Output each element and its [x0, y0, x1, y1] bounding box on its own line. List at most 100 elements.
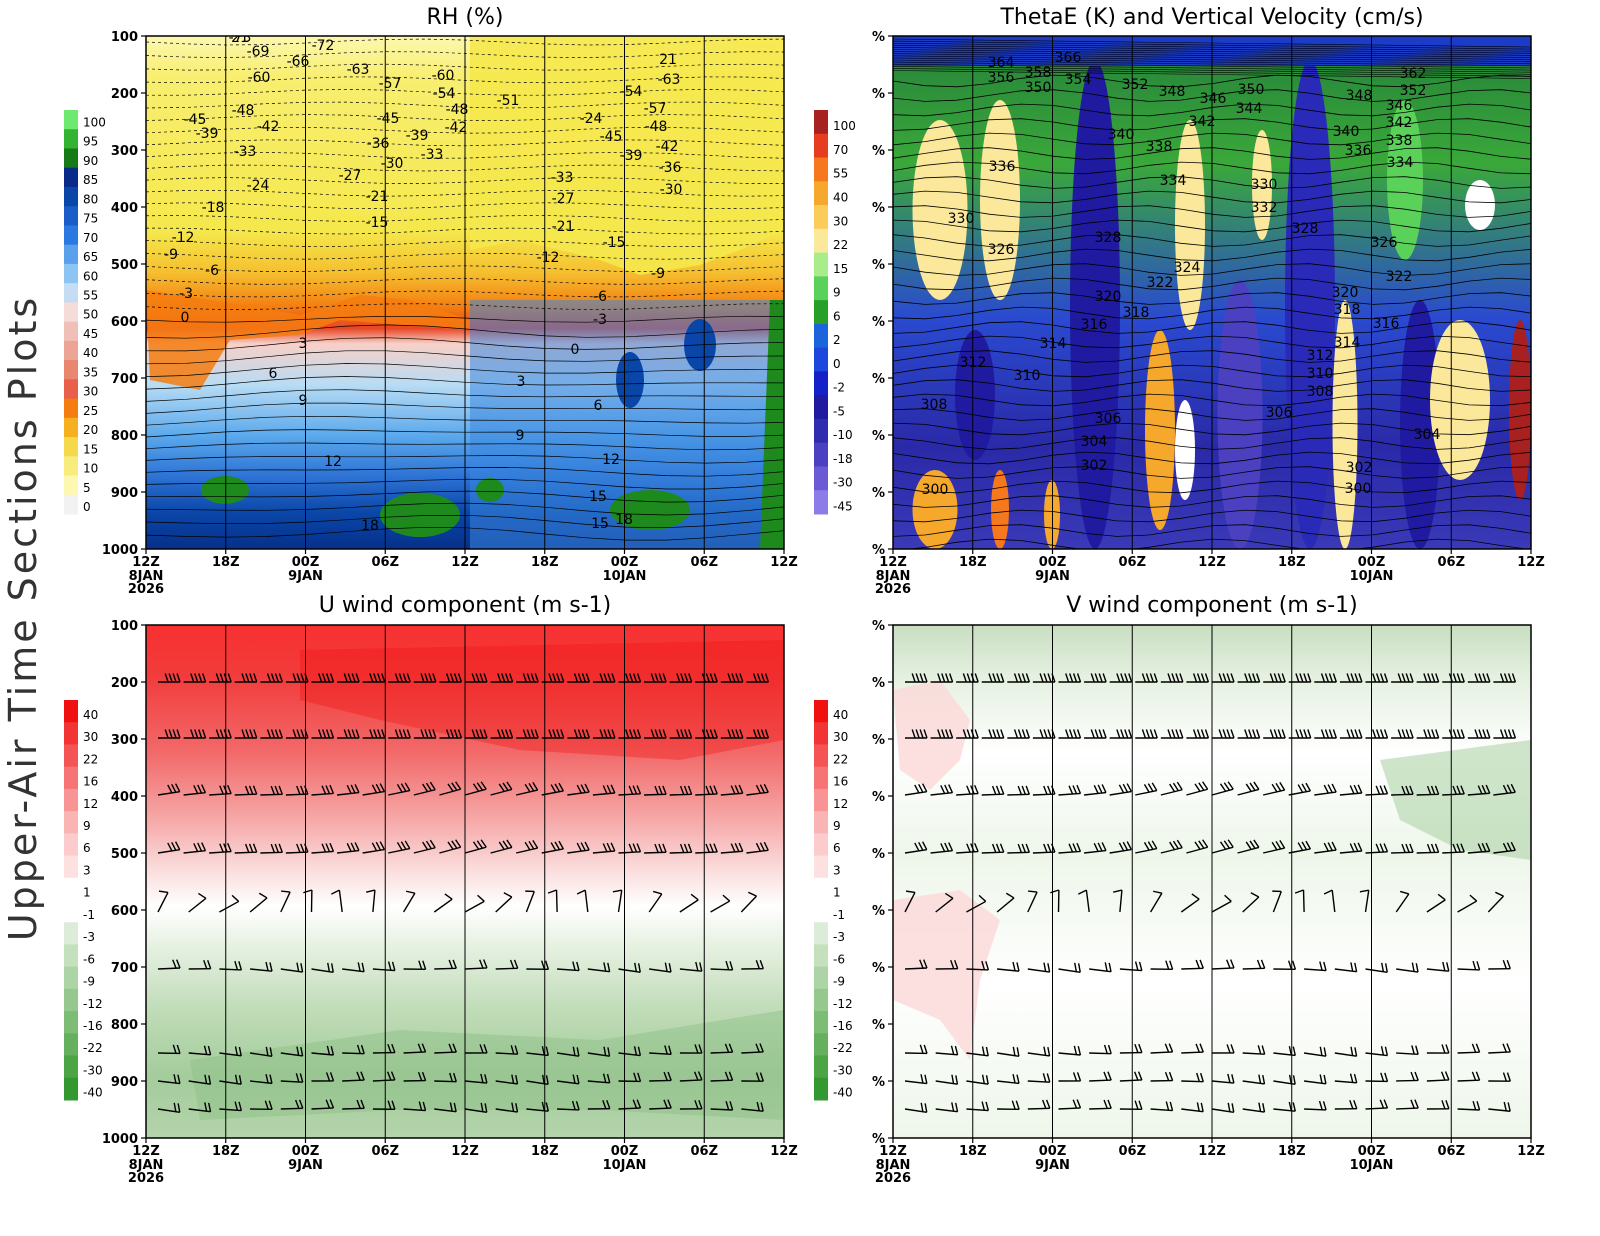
x-tick-label: 00Z: [1039, 1144, 1067, 1159]
wind-barb-flag: [1307, 673, 1312, 683]
wind-barb-flag: [573, 729, 579, 739]
legend-label: 30: [833, 214, 848, 228]
wind-barb-shaft: [1396, 1107, 1419, 1110]
wind-barb-flag: [1279, 840, 1286, 849]
wind-barb-shaft: [280, 1107, 303, 1110]
x-tick-label: 12Z: [1198, 555, 1226, 570]
temp-contour-label: 12: [602, 452, 620, 468]
wind-barb-shaft: [981, 851, 1004, 854]
wind-barb-flag: [325, 1099, 331, 1109]
wind-barb-flag: [584, 841, 590, 851]
wind-barb-flag: [545, 1075, 549, 1085]
wind-barb-flag: [1199, 1043, 1204, 1053]
wind-barb-shaft: [311, 792, 334, 796]
wind-barb-flag: [532, 840, 539, 849]
x-date-label: 9JAN: [1035, 1158, 1070, 1173]
wind-barb-flag: [1482, 673, 1487, 683]
x-tick-label: 00Z: [1039, 555, 1067, 570]
wind-barb-flag: [198, 729, 203, 739]
wind-barb-flag: [725, 1100, 730, 1111]
wind-barb-flag: [919, 1044, 924, 1054]
legend-swatch: [64, 244, 78, 265]
wind-barb-flag: [1196, 1102, 1200, 1112]
wind-barb-shaft: [1058, 1052, 1081, 1056]
temp-contour-label: 3: [517, 374, 526, 390]
wind-barb-flag: [629, 673, 634, 683]
wind-barb-flag: [540, 960, 546, 970]
thetae-contour-label: 346: [1386, 98, 1413, 114]
wind-barb-shaft: [260, 851, 283, 854]
wind-barb-flag: [472, 841, 480, 850]
wind-barb-flag: [422, 783, 429, 793]
thetae-contour: [893, 161, 1531, 175]
legend-label: 9: [833, 819, 841, 833]
legend-swatch: [814, 922, 828, 945]
legend-label: 45: [83, 327, 98, 341]
wind-barb-shaft: [413, 789, 436, 796]
wind-barb-flag: [1507, 1102, 1511, 1112]
wind-barb-flag: [576, 784, 582, 794]
temp-contour-label: 18: [361, 518, 379, 534]
wind-barb-flag: [690, 893, 699, 901]
wind-barb-flag: [1441, 1044, 1446, 1054]
wind-barb-flag: [1120, 673, 1125, 683]
wind-barb-flag: [1012, 961, 1016, 971]
wind-barb-shaft: [1488, 1051, 1511, 1054]
wind-barb-shaft: [495, 1052, 518, 1055]
wind-barb-flag: [1103, 1071, 1108, 1081]
temp-contour-label: -36: [367, 136, 390, 152]
wind-barb-shaft: [587, 1080, 610, 1084]
wind-barb-flag: [1510, 783, 1516, 793]
wind-barb-flag: [541, 1101, 546, 1111]
wind-barb-flag: [724, 1043, 730, 1053]
wind-barb-flag: [1199, 959, 1204, 969]
wind-barb-shaft: [1288, 848, 1311, 854]
legend-swatch: [64, 283, 78, 303]
wind-barb-flag: [1124, 673, 1129, 683]
temp-contour-label: -15: [603, 235, 626, 251]
wind-barb-shaft: [311, 850, 334, 854]
wind-barb-shaft: [1109, 790, 1132, 796]
wind-barb-flag: [699, 962, 703, 972]
wind-barb-shaft: [1211, 1080, 1234, 1084]
wind-barb-flag: [764, 673, 770, 683]
wind-barb-shaft: [338, 890, 343, 913]
x-tick-label: 00Z: [1358, 555, 1386, 570]
wind-barb-shaft: [649, 1052, 672, 1056]
temp-contour-label: -45: [600, 129, 623, 145]
legend-label: 60: [83, 269, 98, 283]
wind-barb-flag: [1021, 729, 1027, 739]
legend-label: -16: [833, 1019, 853, 1033]
wind-barb-flag: [387, 961, 392, 971]
wind-barb-flag: [231, 894, 240, 902]
wind-barb-flag: [1323, 842, 1329, 852]
legend-swatch: [64, 225, 78, 246]
wind-barb-flag: [680, 729, 685, 739]
wind-barb-flag: [1379, 729, 1385, 739]
wind-barb-flag: [558, 782, 564, 792]
wind-barb-flag: [1169, 960, 1174, 970]
side-title: Upper-Air Time Sections Plots: [1, 295, 45, 941]
legend-label: -3: [83, 930, 95, 944]
wind-barb-flag: [1042, 1073, 1047, 1083]
wind-barb-shaft: [567, 849, 590, 854]
wind-barb-flag: [636, 785, 642, 795]
thetae-contour-label: 310: [1014, 368, 1041, 384]
wind-barb-flag: [1383, 673, 1389, 683]
legend-label: -1: [833, 908, 845, 922]
wind-barb-flag: [694, 1044, 699, 1054]
thetae-contour: [893, 176, 1531, 189]
wind-barb-shaft: [1160, 789, 1183, 796]
wind-barb-flag: [658, 785, 663, 795]
legend-label: 22: [833, 238, 848, 252]
wind-barb-flag: [985, 1075, 989, 1085]
wind-barb-flag: [1288, 1101, 1293, 1111]
wind-barb-flag: [1331, 841, 1337, 851]
wind-barb-flag: [915, 729, 920, 739]
legend-swatch: [814, 877, 828, 901]
wind-barb-flag: [996, 729, 1001, 739]
wind-barb-flag: [599, 729, 604, 739]
wind-barb-flag: [698, 1044, 703, 1054]
